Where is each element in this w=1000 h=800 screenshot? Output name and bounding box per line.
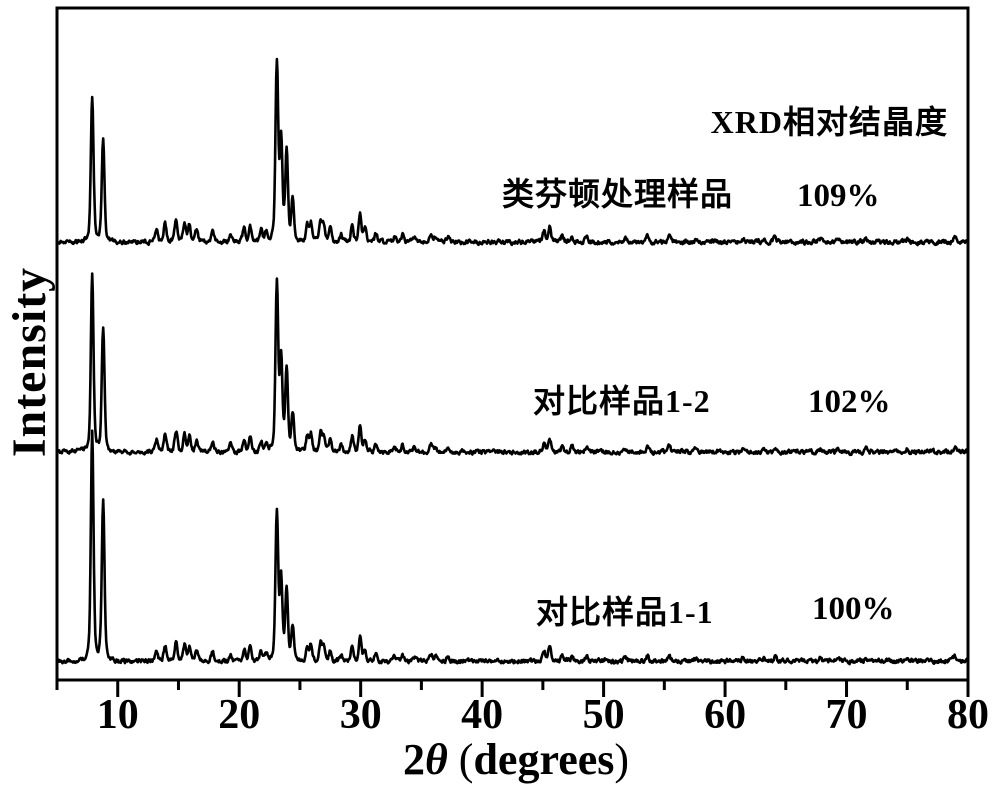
series-value-ref-1-1: 100% bbox=[812, 591, 895, 627]
x-axis-title-theta: θ bbox=[424, 735, 448, 784]
x-axis-title-paren-open: ( bbox=[447, 735, 474, 784]
x-tick-label-70: 70 bbox=[825, 692, 868, 738]
series-label-fenton: 类芬顿处理样品 bbox=[502, 176, 734, 212]
x-axis-title-coef: 2 bbox=[402, 735, 425, 784]
x-tick-label-50: 50 bbox=[582, 692, 625, 738]
xrd-trace-2 bbox=[55, 429, 970, 666]
x-tick-label-40: 40 bbox=[461, 692, 504, 738]
xrd-trace-1 bbox=[55, 272, 970, 457]
x-axis-title-paren-close: ) bbox=[614, 735, 630, 784]
x-tick-label-20: 20 bbox=[218, 692, 261, 738]
legend-header: XRD相对结晶度 bbox=[710, 104, 948, 140]
x-axis-title-unit: degrees bbox=[473, 735, 615, 784]
series-label-ref-1-2: 对比样品1-2 bbox=[533, 383, 711, 419]
series-label-ref-1-1: 对比样品1-1 bbox=[536, 594, 714, 630]
xrd-trace-0 bbox=[55, 57, 970, 247]
x-tick-label-30: 30 bbox=[339, 692, 382, 738]
x-tick-label-10: 10 bbox=[96, 692, 139, 738]
series-value-fenton: 109% bbox=[797, 178, 880, 214]
y-axis-label: Intensity bbox=[3, 266, 56, 458]
series-value-ref-1-2: 102% bbox=[808, 384, 891, 420]
x-tick-label-60: 60 bbox=[704, 692, 747, 738]
plot-border bbox=[55, 6, 970, 682]
x-tick-label-80: 80 bbox=[947, 692, 989, 738]
x-axis-title: 2θ (degrees) bbox=[403, 738, 629, 782]
